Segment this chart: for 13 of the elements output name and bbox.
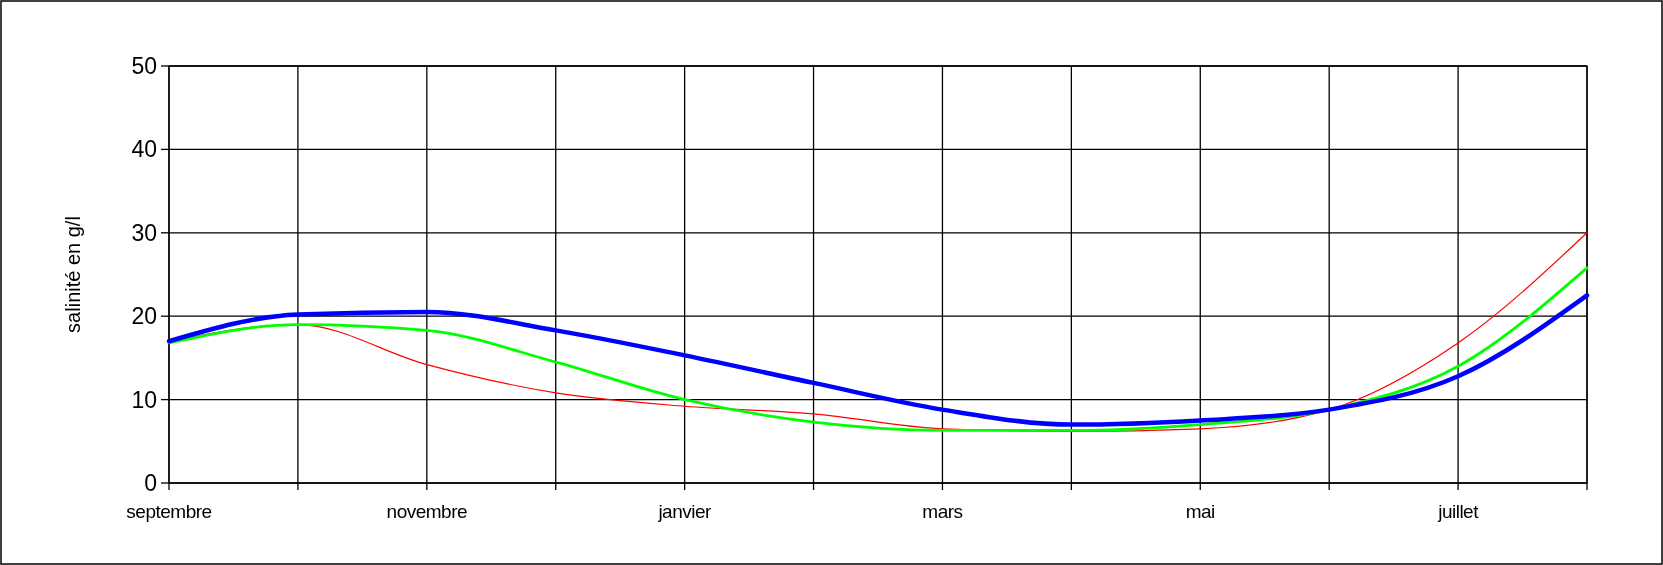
x-tick-label: mars	[922, 501, 963, 522]
y-tick-label: 50	[131, 53, 157, 80]
x-tick-label: juillet	[1437, 501, 1480, 522]
y-tick-label: 10	[131, 386, 157, 413]
x-tick-label: janvier	[657, 501, 713, 522]
x-tick-label: mai	[1185, 501, 1215, 522]
y-tick-label: 40	[131, 136, 157, 163]
x-tick-label: novembre	[386, 501, 468, 522]
y-tick-label: 0	[144, 470, 157, 497]
y-tick-label: 30	[131, 219, 157, 246]
y-tick-label: 20	[131, 303, 157, 330]
x-tick-label: septembre	[126, 501, 212, 522]
y-axis-title: salinité en g/l	[62, 216, 84, 333]
